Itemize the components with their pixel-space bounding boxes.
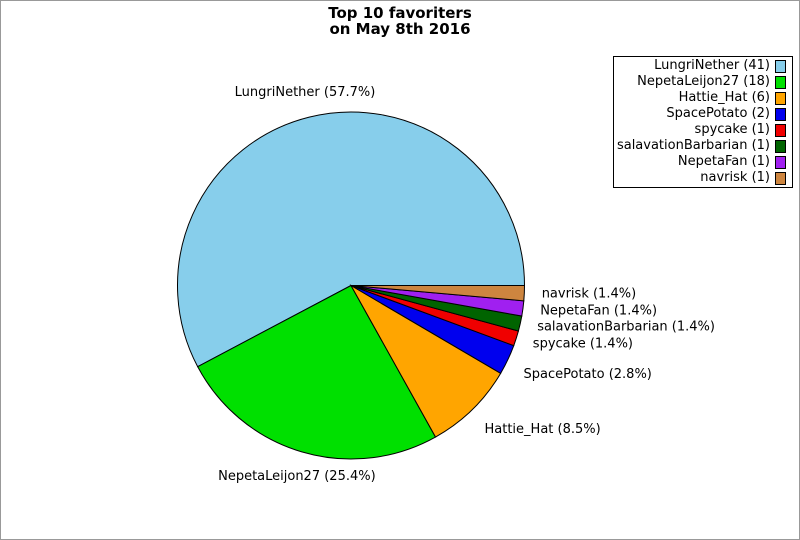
legend-label-NepetaFan: NepetaFan (1) [677,154,770,169]
legend-swatch-navrisk [775,171,786,185]
chart-title-line1: Top 10 favoriters [328,4,472,22]
legend: LungriNether (41) NepetaLeijon27 (18) Hatt… [613,56,793,188]
slice-label-SpacePotato: SpacePotato (2.8%) [523,367,652,383]
slice-label-salavationBarbarian: salavationBarbarian (1.4%) [537,319,715,335]
legend-label-NepetaLeijon27: NepetaLeijon27 (18) [637,74,770,89]
legend-row-NepetaLeijon27: NepetaLeijon27 (18) [614,74,792,90]
legend-row-SpacePotato: SpacePotato (2) [614,106,792,122]
legend-row-Hattie_Hat: Hattie_Hat (6) [614,90,792,106]
slice-label-spycake: spycake (1.4%) [532,336,633,352]
slice-label-Hattie_Hat: Hattie_Hat (8.5%) [484,421,601,437]
chart-title-line2: on May 8th 2016 [329,20,471,38]
slice-label-NepetaLeijon27: NepetaLeijon27 (25.4%) [218,468,376,484]
legend-label-spycake: spycake (1) [694,122,770,137]
slice-label-navrisk: navrisk (1.4%) [541,286,637,302]
legend-swatch-spycake [775,123,786,137]
legend-swatch-Hattie_Hat [775,91,786,105]
slice-label-NepetaFan: NepetaFan (1.4%) [540,303,658,319]
pie-slice-navrisk [350,285,526,302]
legend-row-NepetaFan: NepetaFan (1) [614,154,792,170]
legend-row-salavationBarbarian: salavationBarbarian (1) [614,138,792,154]
legend-swatch-LungriNether [775,59,786,73]
legend-swatch-NepetaLeijon27 [775,75,786,89]
pie-slice-NepetaLeijon27 [196,284,437,460]
legend-row-spycake: spycake (1) [614,122,792,138]
legend-label-LungriNether: LungriNether (41) [654,58,770,73]
legend-label-salavationBarbarian: salavationBarbarian (1) [616,138,770,153]
slice-label-LungriNether: LungriNether (57.7%) [234,85,376,101]
legend-label-navrisk: navrisk (1) [700,170,770,185]
legend-swatch-salavationBarbarian [775,139,786,153]
legend-row-LungriNether: LungriNether (41) [614,58,792,74]
pie-slice-Hattie_Hat [349,284,502,438]
legend-label-SpacePotato: SpacePotato (2) [666,106,770,121]
legend-row-navrisk: navrisk (1) [614,170,792,186]
chart-title: Top 10 favoriters on May 8th 2016 [1,5,799,37]
legend-swatch-NepetaFan [775,155,786,169]
pie-slice-LungriNether [177,111,526,368]
legend-swatch-SpacePotato [775,107,786,121]
legend-label-Hattie_Hat: Hattie_Hat (6) [678,90,770,105]
